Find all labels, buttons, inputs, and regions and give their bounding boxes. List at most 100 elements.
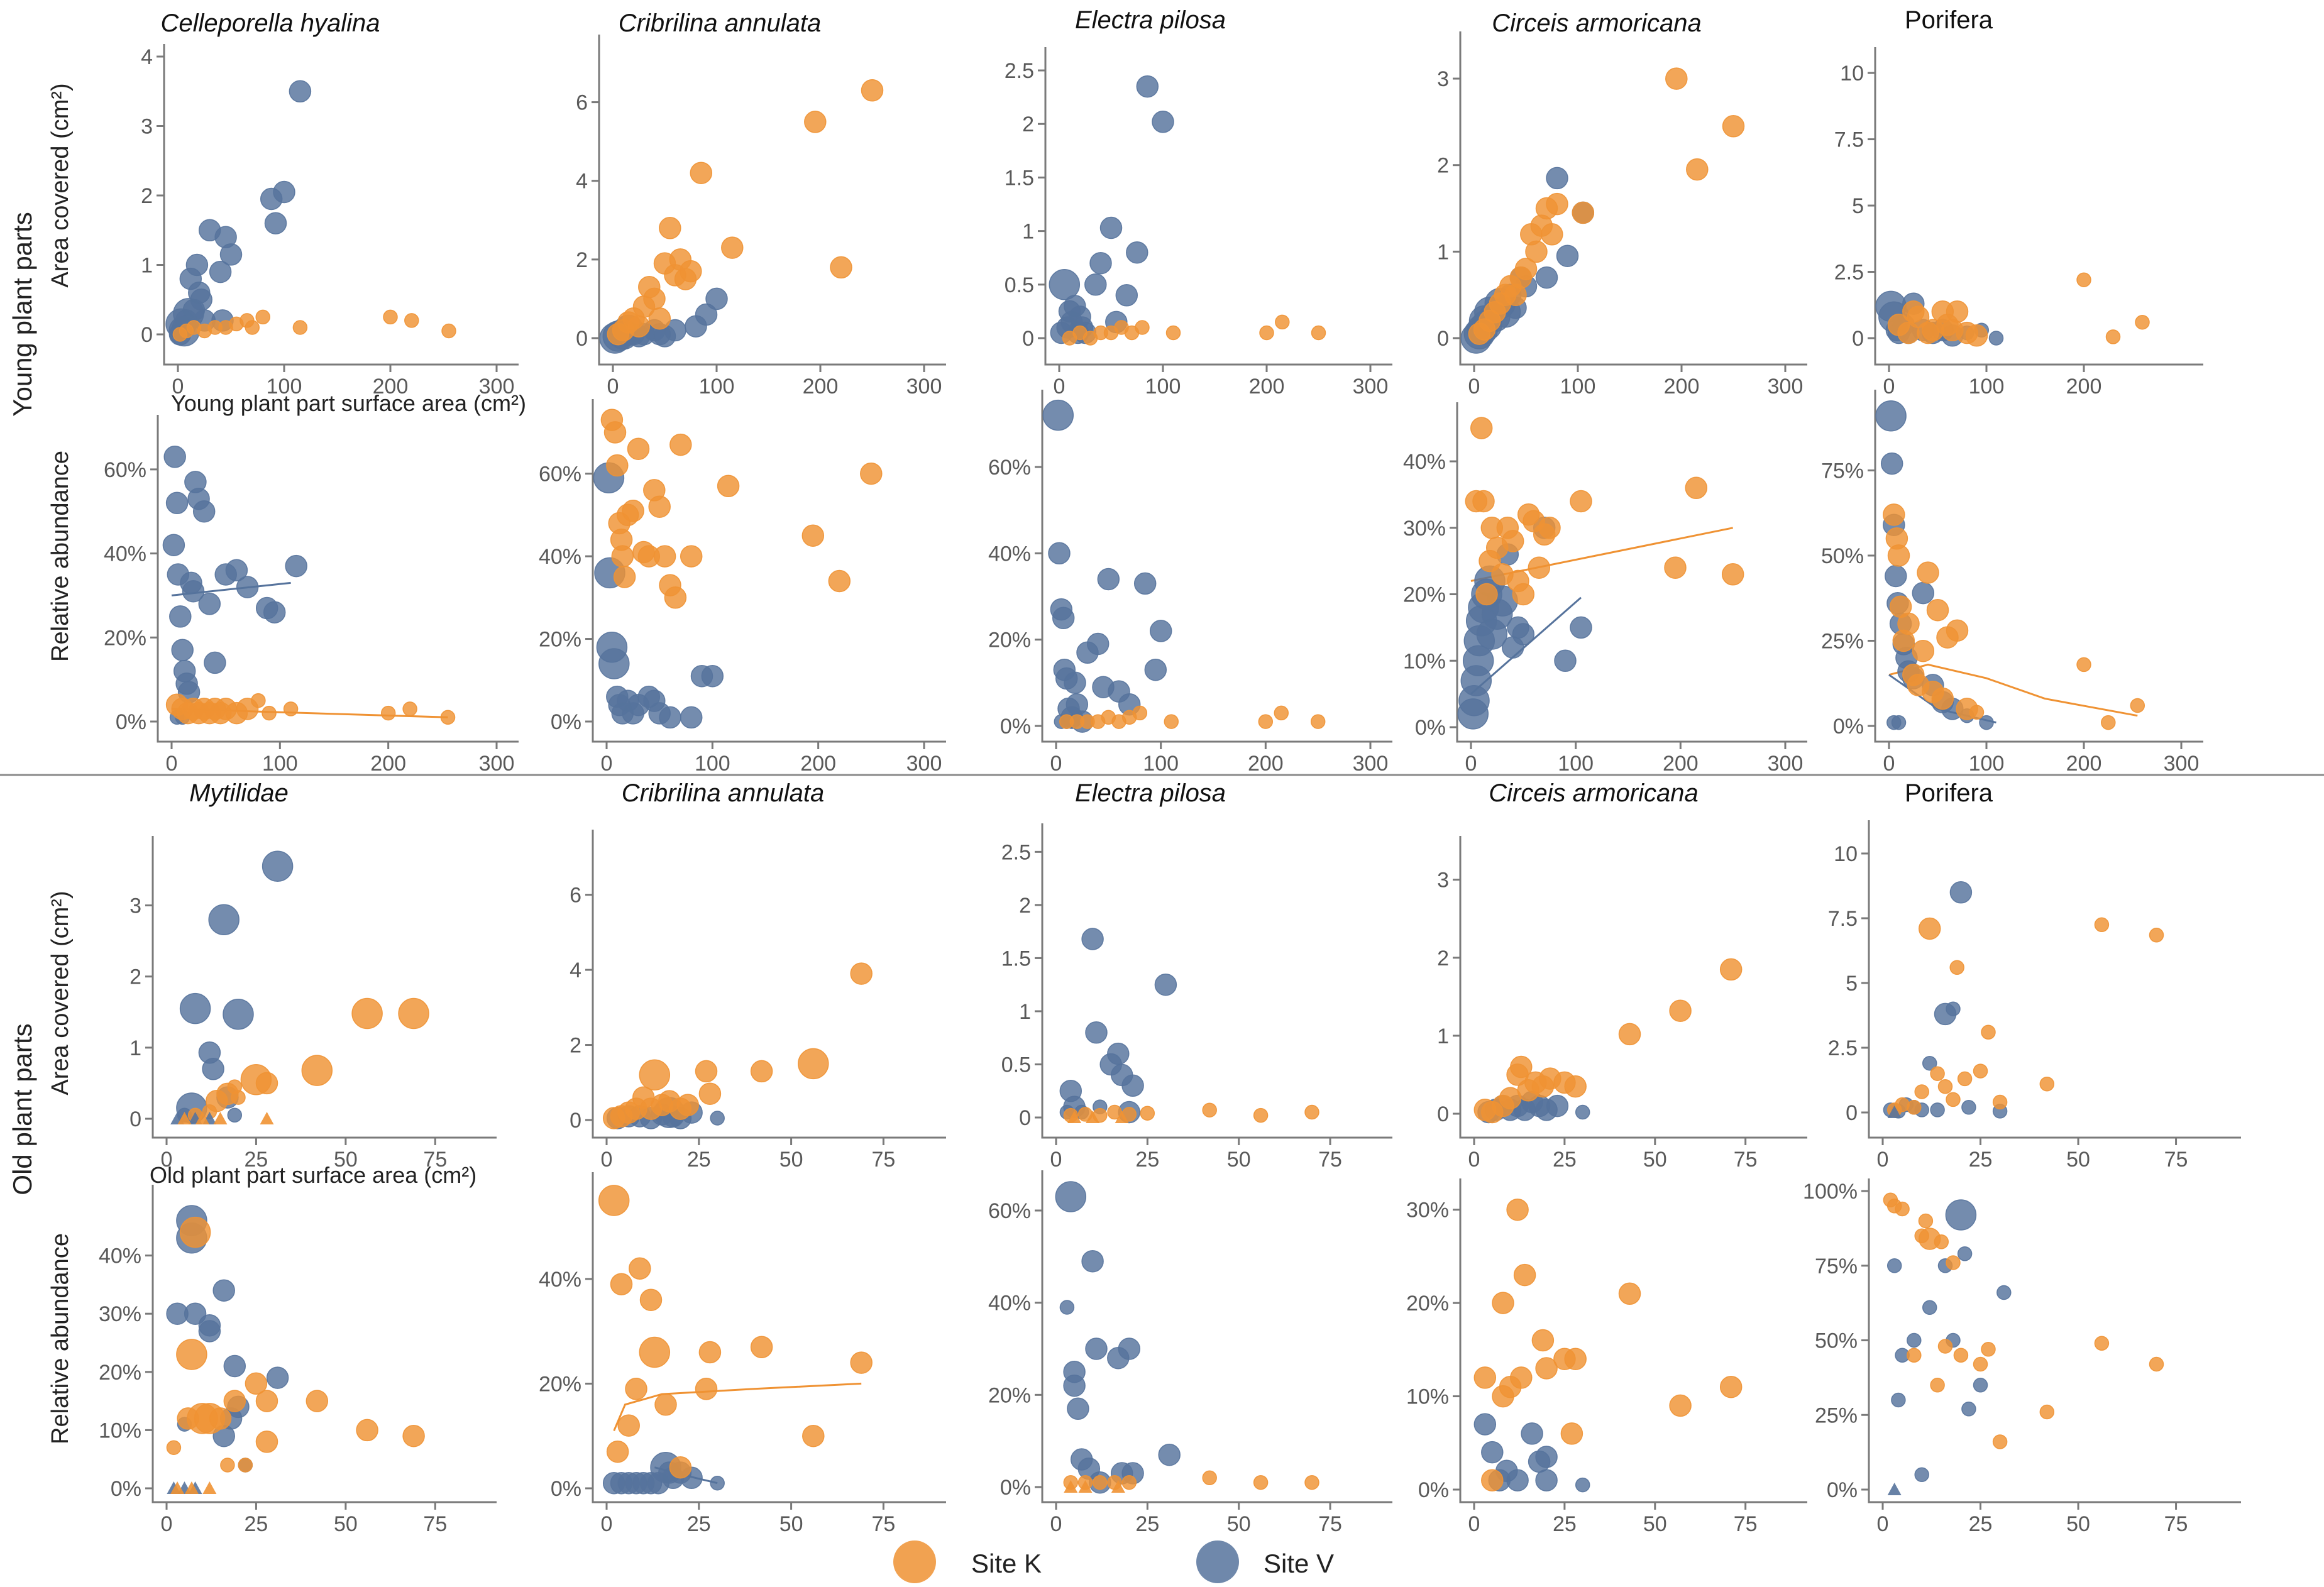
data-point-site-v — [289, 80, 312, 103]
y-tick-label: 0 — [1852, 327, 1864, 351]
data-point-site-k — [306, 1390, 329, 1412]
data-point-site-k — [251, 693, 266, 708]
data-point-site-k — [441, 323, 456, 339]
data-point-site-k — [1930, 1378, 1945, 1393]
x-tick-label: 300 — [906, 375, 942, 398]
data-point-site-k — [1918, 917, 1941, 940]
y-tick-label: 50% — [1815, 1329, 1858, 1353]
data-point-site-v — [212, 1279, 235, 1302]
data-point-site-k — [1722, 115, 1745, 138]
x-tick-label: 100 — [1143, 752, 1179, 776]
x-tick-label: 300 — [479, 752, 515, 776]
data-point-site-k — [1914, 1084, 1929, 1099]
data-point-site-v — [1055, 1181, 1087, 1212]
data-point-site-v — [1052, 607, 1075, 630]
x-tick-label: 300 — [1768, 375, 1804, 398]
data-point-site-k — [1669, 999, 1692, 1022]
y-tick-label: 25% — [1815, 1403, 1858, 1427]
x-axis-label-young: Young plant part surface area (cm²) — [171, 390, 526, 416]
y-tick-label: 2 — [576, 248, 588, 272]
x-tick-label: 0 — [601, 752, 613, 776]
data-point-site-k — [1525, 240, 1548, 263]
data-point-site-v — [1085, 1337, 1108, 1360]
data-point-site-k — [669, 1456, 692, 1479]
x-tick-label: 25 — [1553, 1148, 1577, 1172]
data-point-site-k — [1981, 1024, 1996, 1040]
x-tick-label: 0 — [1883, 375, 1895, 398]
data-point-site-k — [1907, 1348, 1922, 1363]
panel-o-elec-area: Electra pilosa 0 0.5 1 1.5 2 2.5 0 25 50 75 — [1001, 779, 1392, 1172]
data-point-site-v — [1086, 632, 1110, 656]
x-tick-label: 100 — [262, 752, 298, 776]
panel-y-elec-area: Electra pilosa 0 0.5 1 1.5 2 2.5 0 100 200 300 — [1005, 6, 1392, 398]
data-point-site-k — [861, 79, 884, 102]
x-tick-label: 75 — [423, 1148, 447, 1172]
data-point-site-k — [2094, 1336, 2110, 1351]
axis-lines — [1456, 402, 1807, 743]
data-point-site-k — [1946, 1092, 1961, 1107]
y-tick-label: 5 — [1852, 194, 1864, 218]
data-point-site-v — [1907, 1332, 1922, 1348]
y-tick-label: 5 — [1846, 972, 1858, 996]
axis-lines — [151, 836, 497, 1139]
data-point-site-v — [1107, 1042, 1130, 1065]
data-point-site-v — [1949, 881, 1973, 904]
data-point-site-v — [1154, 973, 1177, 996]
data-triangle-site-v — [1887, 1106, 1902, 1118]
data-point-site-k — [617, 1414, 640, 1437]
data-point-site-v — [263, 601, 286, 623]
x-tick-label: 100 — [1969, 375, 2005, 398]
data-point-site-v — [182, 579, 205, 603]
panel-title: Circeis armoricana — [1492, 9, 1701, 37]
data-point-site-v — [1556, 244, 1579, 267]
data-point-site-k — [850, 1351, 873, 1374]
data-point-site-v — [1961, 1100, 1976, 1115]
y-axis-label-young-area: Area covered (cm²) — [47, 83, 74, 287]
axis-lines — [1459, 836, 1807, 1139]
legend-label-site-k: Site K — [971, 1549, 1042, 1578]
data-point-site-v — [598, 648, 630, 679]
y-tick-label: 100% — [1803, 1180, 1858, 1204]
data-point-site-k — [606, 1440, 629, 1463]
data-point-site-v — [1930, 1102, 1945, 1117]
data-point-site-k — [1981, 1342, 1996, 1357]
y-tick-label: 7.5 — [1828, 907, 1858, 931]
data-point-site-k — [2135, 314, 2150, 330]
data-point-site-v — [1996, 1285, 2012, 1300]
y-tick-label: 40% — [99, 1244, 141, 1268]
data-point-site-k — [622, 500, 644, 522]
data-point-site-k — [804, 111, 827, 133]
y-tick-label: 3 — [1437, 869, 1449, 892]
legend-marker-site-v — [1196, 1540, 1239, 1583]
data-point-site-k — [255, 1072, 278, 1095]
x-tick-label: 200 — [1663, 752, 1699, 776]
data-point-site-k — [209, 1407, 232, 1430]
axis-lines — [1868, 1178, 2241, 1503]
y-tick-label: 2.5 — [1001, 840, 1031, 864]
axis-lines — [592, 1172, 946, 1503]
data-point-site-k — [1618, 1023, 1641, 1046]
data-point-site-v — [273, 180, 295, 204]
x-tick-label: 0 — [601, 1512, 613, 1536]
data-point-site-v — [185, 253, 209, 277]
data-point-site-k — [1470, 417, 1493, 439]
data-point-site-k — [613, 566, 636, 588]
y-tick-label: 20% — [988, 629, 1031, 652]
y-tick-label: 0 — [1437, 1102, 1449, 1126]
data-point-site-k — [1258, 714, 1274, 729]
data-point-site-k — [2094, 917, 2110, 933]
y-tick-label: 0% — [551, 710, 581, 734]
data-point-site-v — [1152, 111, 1174, 133]
y-tick-label: 10 — [1834, 842, 1858, 866]
data-point-site-k — [301, 1055, 333, 1086]
y-tick-label: 1 — [1019, 1000, 1031, 1024]
data-point-site-k — [603, 421, 627, 444]
data-point-site-k — [629, 1257, 651, 1280]
data-point-site-k — [698, 1341, 722, 1364]
data-point-site-v — [680, 706, 703, 729]
data-point-site-k — [1937, 1079, 1953, 1094]
data-point-site-k — [828, 569, 851, 593]
y-tick-label: 2 — [1022, 113, 1034, 136]
y-tick-label: 20% — [1403, 583, 1446, 607]
